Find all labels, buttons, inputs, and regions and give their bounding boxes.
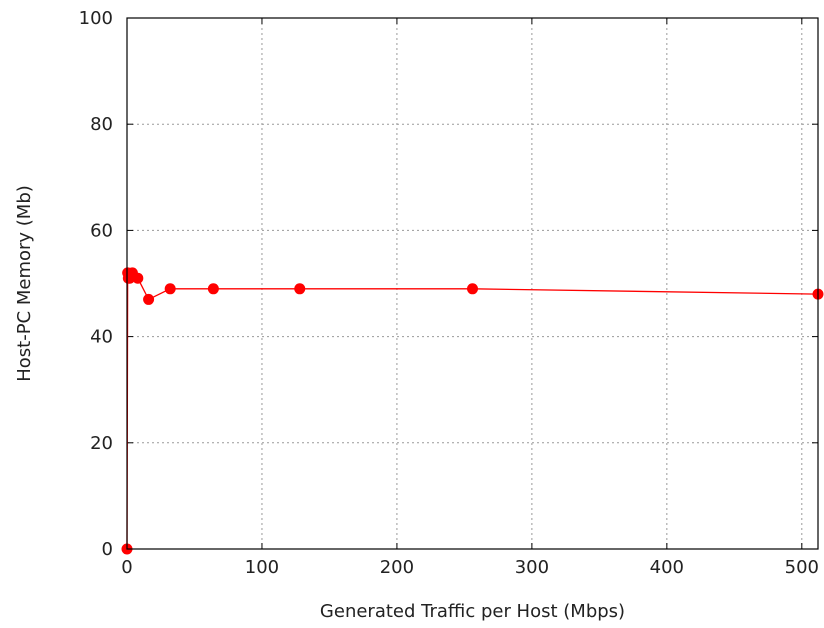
series-line (126, 271, 819, 550)
y-tick-label: 60 (90, 220, 113, 241)
x-tick-label: 100 (245, 557, 279, 578)
y-axis-label: Host-PC Memory (Mb) (14, 185, 35, 382)
data-point (207, 283, 219, 295)
y-tick-label: 40 (90, 327, 113, 348)
y-tick-label: 0 (102, 539, 113, 560)
data-point (164, 283, 176, 295)
y-tick-label: 20 (90, 433, 113, 454)
data-point (467, 283, 478, 295)
data-point (143, 293, 155, 305)
grid-lines (127, 18, 818, 549)
data-point (294, 283, 306, 295)
y-tick-label: 100 (79, 8, 113, 29)
y-tick-label: 80 (90, 114, 113, 135)
x-tick-label: 300 (515, 557, 549, 578)
x-tick-label: 0 (121, 557, 132, 578)
x-axis-label: Generated Traffic per Host (Mbps) (320, 601, 625, 622)
data-series (121, 267, 824, 555)
data-point (132, 272, 144, 284)
x-tick-label: 500 (785, 557, 819, 578)
x-tick-label: 200 (380, 557, 414, 578)
plot-frame (126, 17, 819, 550)
x-tick-label: 400 (650, 557, 684, 578)
axis-ticks: 0 100 200 300 400 500 0 20 40 60 80 100 (79, 8, 819, 578)
